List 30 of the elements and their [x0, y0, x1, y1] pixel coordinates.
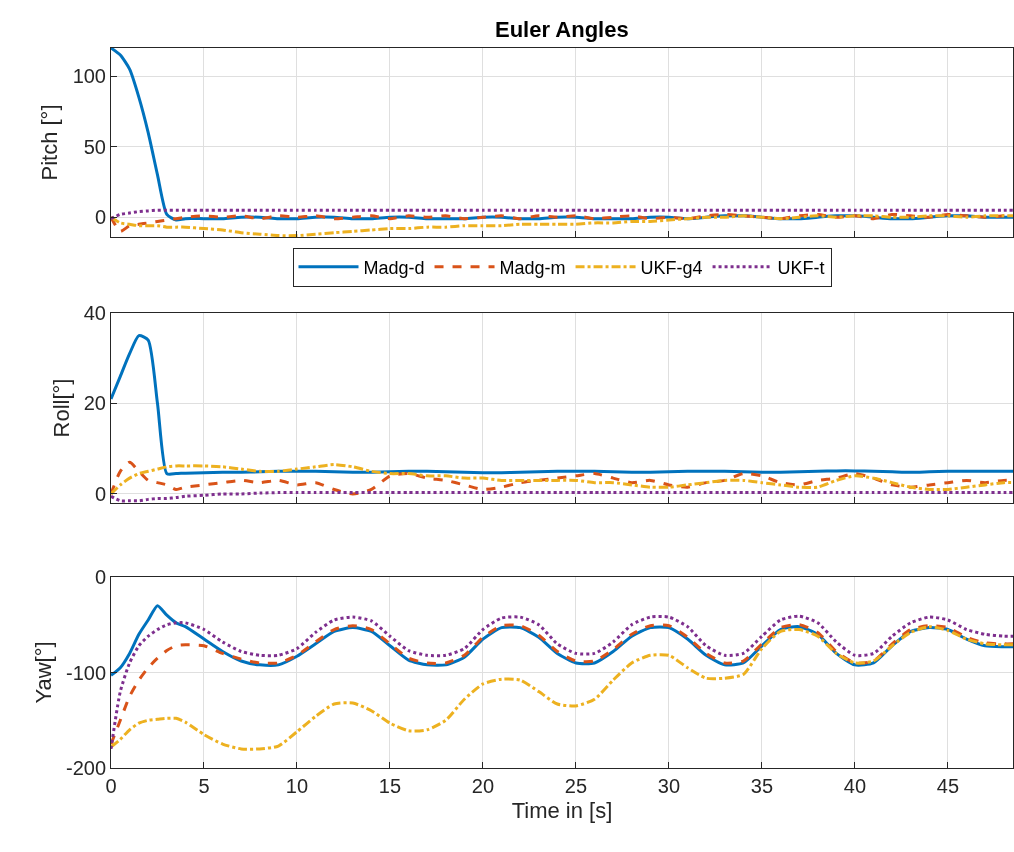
legend-label: Madg-m [499, 257, 566, 278]
line-series [111, 491, 1013, 503]
y-tick-label: 100 [72, 65, 106, 88]
y-tick-label: 20 [83, 392, 106, 415]
y-tick-label: 0 [94, 482, 106, 505]
y-axis-title: Yaw[°] [30, 641, 56, 704]
x-tick-label: 35 [750, 775, 774, 797]
line-series [111, 334, 1013, 476]
x-tick-label: 20 [471, 775, 495, 797]
y-tick-label: -200 [65, 757, 106, 779]
x-tick-label: 10 [285, 775, 309, 797]
chart-title: Euler Angles [495, 17, 629, 42]
y-tick-label: 40 [83, 302, 106, 324]
y-axis-title: Pitch [°] [37, 104, 63, 181]
legend-label: UKF-t [777, 257, 825, 278]
legend-label: Madg-d [363, 257, 425, 278]
x-tick-label: 5 [198, 775, 210, 797]
x-tick-label: 40 [843, 775, 867, 797]
legend-label: UKF-g4 [640, 257, 703, 278]
x-tick-label: 15 [378, 775, 402, 797]
x-axis-title: Time in [s] [511, 797, 613, 823]
y-tick-label: 50 [83, 135, 106, 158]
y-tick-label: 0 [94, 566, 106, 588]
line-series [111, 208, 1013, 221]
y-tick-label: 0 [94, 206, 106, 229]
y-axis-title: Roll[°] [48, 378, 74, 438]
x-tick-label: 45 [936, 775, 960, 797]
y-tick-label: -100 [65, 661, 106, 684]
x-tick-label: 30 [657, 775, 681, 797]
x-tick-label: 25 [564, 775, 588, 797]
